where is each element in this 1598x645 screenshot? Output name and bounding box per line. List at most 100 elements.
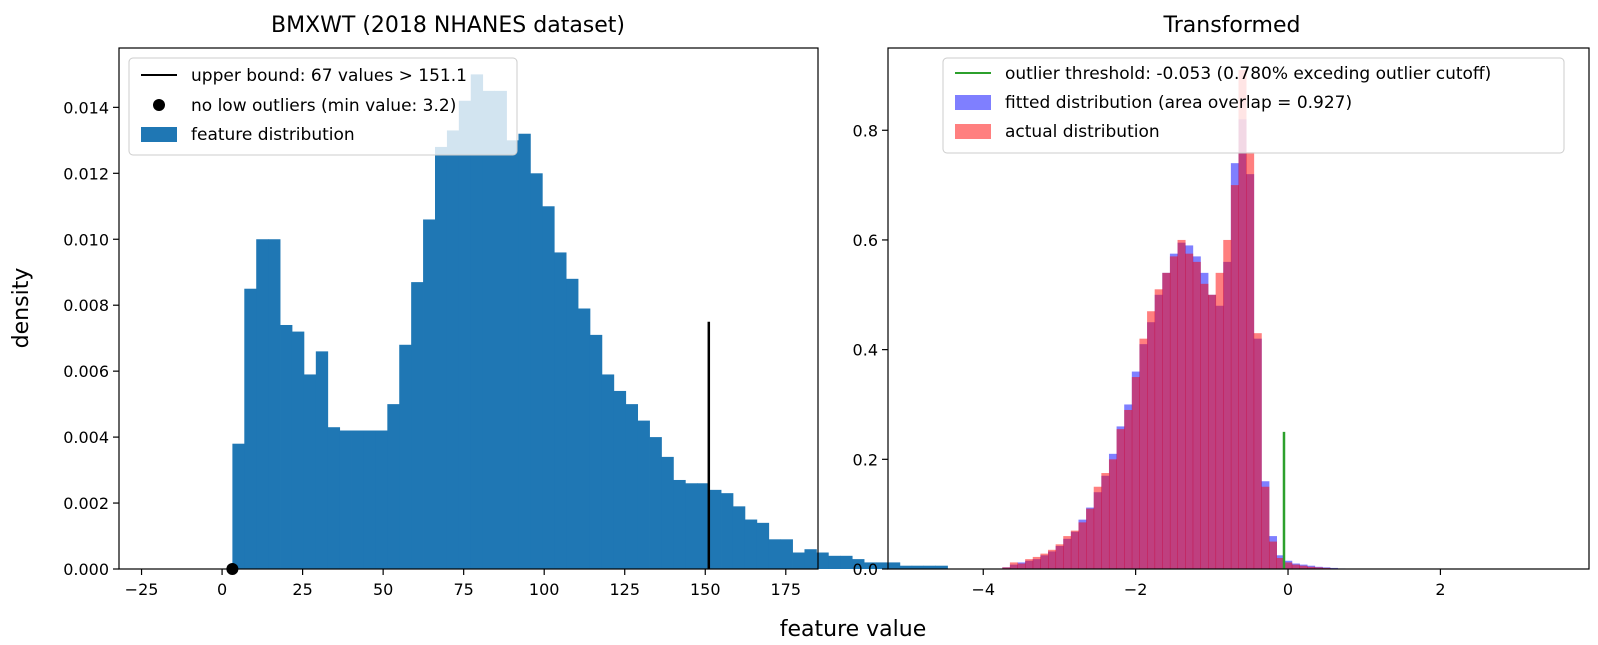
plot-area-left bbox=[226, 74, 948, 575]
histogram-bar-33 bbox=[625, 404, 639, 569]
histogram-bar-s1-34 bbox=[1261, 486, 1270, 569]
x-tick-label-2: 25 bbox=[292, 580, 312, 599]
y-tick-label-4: 0.008 bbox=[63, 296, 109, 315]
histogram-bar-55 bbox=[887, 562, 901, 569]
histogram-bar-11 bbox=[363, 430, 376, 569]
histogram-bar-54 bbox=[875, 562, 889, 569]
chart-title-left: BMXWT (2018 NHANES dataset) bbox=[271, 13, 625, 38]
histogram-bar-s1-36 bbox=[1276, 558, 1285, 569]
histogram-bar-s1-20 bbox=[1154, 289, 1163, 569]
histogram-bar-16 bbox=[423, 219, 436, 569]
histogram-bar-s1-0 bbox=[1002, 567, 1011, 569]
histogram-bar-s1-13 bbox=[1101, 473, 1110, 569]
histogram-bar-20 bbox=[470, 74, 484, 569]
histogram-bar-s1-6 bbox=[1048, 549, 1057, 569]
y-tick-label-2: 0.4 bbox=[853, 341, 878, 360]
histogram-bar-48 bbox=[804, 549, 817, 569]
histogram-bar-s1-22 bbox=[1169, 256, 1178, 569]
histogram-bar-3 bbox=[268, 239, 281, 569]
histogram-bar-53 bbox=[864, 562, 877, 569]
histogram-bar-s1-3 bbox=[1025, 559, 1034, 569]
legend-box-right bbox=[942, 57, 1565, 154]
histogram-bar-22 bbox=[494, 90, 507, 570]
histogram-bar-7 bbox=[315, 351, 329, 569]
legend-left: upper bound: 67 values > 151.1 no low ou… bbox=[128, 57, 518, 156]
y-tick-label-1: 0.2 bbox=[853, 450, 878, 469]
histogram-bar-s1-16 bbox=[1124, 409, 1133, 569]
histogram-bar-41 bbox=[721, 493, 734, 569]
histogram-bar-s1-28 bbox=[1215, 272, 1224, 569]
y-tick-label-3: 0.6 bbox=[853, 231, 878, 250]
x-tick-label-6: 125 bbox=[609, 580, 640, 599]
histogram-bar-43 bbox=[744, 519, 758, 569]
histogram-bar-30 bbox=[589, 334, 603, 569]
histogram-bar-34 bbox=[637, 420, 650, 569]
histogram-bar-4 bbox=[280, 324, 293, 569]
histogram-bar-s1-7 bbox=[1055, 544, 1064, 569]
legend-right: outlier threshold: -0.053 (0.780% excedi… bbox=[942, 57, 1565, 154]
histogram-bar-8 bbox=[327, 427, 341, 569]
legend-label-outlier-threshold: outlier threshold: -0.053 (0.780% excedi… bbox=[1005, 64, 1491, 84]
y-tick-label-4: 0.8 bbox=[853, 121, 878, 140]
histogram-bar-45 bbox=[768, 539, 782, 569]
histogram-bar-s1-23 bbox=[1177, 239, 1186, 569]
x-tick-label-0: −25 bbox=[125, 580, 159, 599]
histogram-bar-18 bbox=[446, 130, 460, 569]
histogram-bar-59 bbox=[935, 565, 948, 569]
y-tick-label-1: 0.002 bbox=[63, 494, 109, 513]
legend-box-left bbox=[128, 57, 518, 156]
histogram-bar-51 bbox=[840, 555, 853, 569]
histogram-bar-s1-32 bbox=[1246, 152, 1255, 569]
histogram-bar-13 bbox=[387, 404, 400, 569]
chart-title-right: Transformed bbox=[1163, 13, 1301, 38]
histogram-bar-s1-37 bbox=[1284, 562, 1293, 569]
histogram-bar-0 bbox=[232, 443, 245, 569]
histogram-bar-19 bbox=[458, 100, 472, 569]
histogram-bar-s1-18 bbox=[1139, 338, 1148, 569]
axis-ticks-0: −25 0 25 50 75 100 125 150 175 0.000 0.002 0.004 0.0… bbox=[63, 98, 801, 599]
y-tick-label-3: 0.006 bbox=[63, 362, 109, 381]
y-axis-label: density bbox=[9, 268, 34, 349]
plot-area-right bbox=[1002, 69, 1346, 570]
histogram-bar-s1-29 bbox=[1223, 239, 1232, 569]
histogram-bar-21 bbox=[482, 90, 495, 570]
histogram-bar-25 bbox=[530, 173, 543, 570]
histogram-bar-s1-1 bbox=[1009, 562, 1018, 569]
x-tick-label-1: −2 bbox=[1124, 580, 1148, 599]
histogram-bar-s1-15 bbox=[1116, 429, 1125, 569]
axis-ticks-1: −4 −2 0 2 0.0 0.2 0.4 0.6 0.8 bbox=[853, 121, 1446, 599]
y-tick-label-2: 0.004 bbox=[63, 428, 109, 447]
legend-label-low-outliers: no low outliers (min value: 3.2) bbox=[191, 96, 456, 116]
histogram-bar-s1-10 bbox=[1078, 522, 1087, 569]
histogram-bar-2 bbox=[256, 239, 269, 569]
legend-label-upper-bound: upper bound: 67 values > 151.1 bbox=[191, 66, 467, 86]
histogram-bar-46 bbox=[780, 539, 793, 569]
legend-label-feature-distribution: feature distribution bbox=[191, 125, 355, 145]
histogram-bar-32 bbox=[613, 390, 627, 569]
histogram-bar-s1-30 bbox=[1230, 185, 1239, 570]
histogram-bar-24 bbox=[518, 133, 531, 570]
legend-swatch-fitted bbox=[955, 95, 991, 110]
histogram-bar-38 bbox=[685, 483, 698, 569]
histogram-bar-s1-40 bbox=[1307, 566, 1316, 569]
histogram-bar-29 bbox=[578, 308, 591, 569]
histogram-bar-56 bbox=[899, 565, 913, 569]
histogram-bar-s1-35 bbox=[1268, 541, 1277, 569]
histogram-bar-s1-14 bbox=[1108, 459, 1117, 569]
histogram-bar-36 bbox=[661, 456, 674, 569]
histogram-bar-37 bbox=[673, 479, 686, 569]
histogram-bar-s1-2 bbox=[1017, 563, 1026, 569]
histogram-bar-39 bbox=[697, 483, 710, 569]
legend-swatch-low-outliers bbox=[153, 99, 165, 111]
histogram-bar-s1-33 bbox=[1253, 333, 1262, 569]
histogram-bar-s1-25 bbox=[1192, 261, 1201, 569]
y-tick-label-0: 0.000 bbox=[63, 560, 109, 579]
x-tick-label-7: 150 bbox=[690, 580, 721, 599]
panel-transformed: Transformed −4 −2 0 2 0.0 0.2 0.4 0.6 0.8 outlie… bbox=[853, 13, 1590, 599]
histogram-bar-s1-31 bbox=[1238, 69, 1247, 569]
histogram-bar-40 bbox=[709, 489, 722, 569]
histogram-bar-23 bbox=[506, 140, 519, 569]
legend-swatch-feature-distribution bbox=[141, 127, 177, 142]
histogram-bar-50 bbox=[828, 555, 841, 569]
histogram-bar-9 bbox=[339, 430, 352, 569]
